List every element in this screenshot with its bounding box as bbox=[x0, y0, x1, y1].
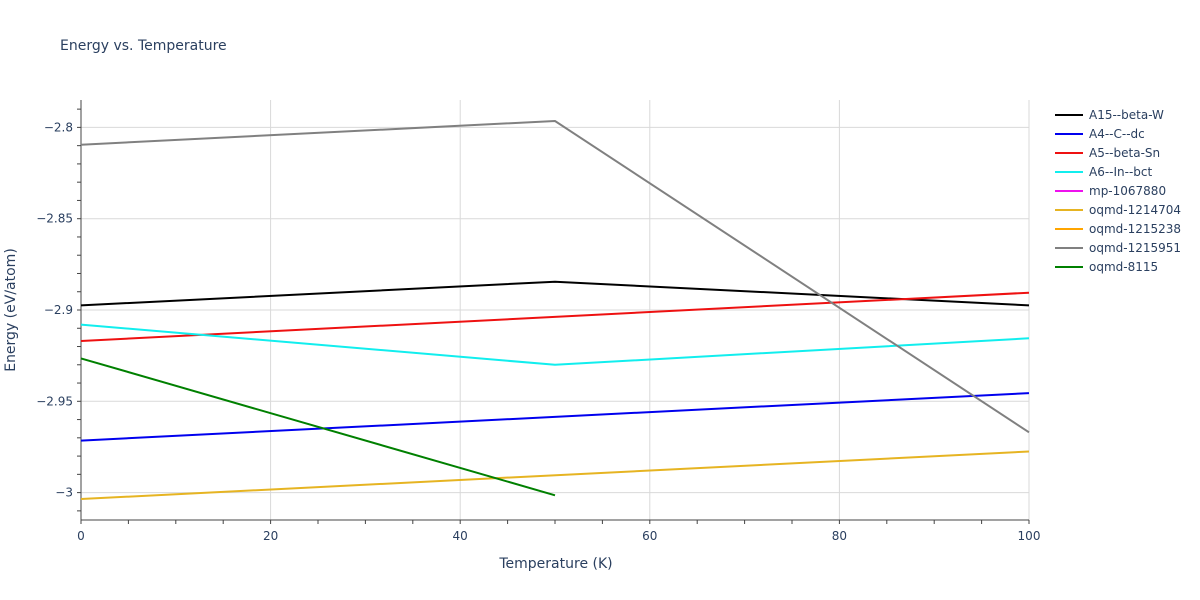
series-line-oqmd-8115[interactable] bbox=[80, 357, 556, 497]
legend-label-oqmd-1214704[interactable]: oqmd-1214704 bbox=[1089, 203, 1181, 217]
axes bbox=[77, 100, 1030, 524]
x-tick-label: 80 bbox=[832, 529, 847, 543]
legend-label-a15-beta-w[interactable]: A15--beta-W bbox=[1089, 108, 1164, 122]
y-tick-label: −2.9 bbox=[44, 303, 73, 317]
y-tick-label: −3 bbox=[55, 486, 73, 500]
chart-title: Energy vs. Temperature bbox=[60, 38, 227, 54]
x-tick-label: 20 bbox=[263, 529, 278, 543]
y-tick-label: −2.85 bbox=[36, 212, 73, 226]
series-line-oqmd-1215951[interactable] bbox=[80, 120, 1030, 434]
x-tick-label: 0 bbox=[77, 529, 85, 543]
y-axis-title: Energy (eV/atom) bbox=[3, 248, 19, 372]
series-line-a6-in-bct[interactable] bbox=[80, 323, 1030, 366]
legend-label-a4-c-dc[interactable]: A4--C--dc bbox=[1089, 127, 1145, 141]
series-line-a15-beta-w[interactable] bbox=[80, 280, 1030, 307]
x-tick-label: 40 bbox=[453, 529, 468, 543]
y-tick-label: −2.8 bbox=[44, 120, 73, 134]
x-tick-label: 100 bbox=[1018, 529, 1041, 543]
series-line-oqmd-1214704[interactable] bbox=[80, 450, 1030, 500]
legend-label-a5-beta-sn[interactable]: A5--beta-Sn bbox=[1089, 146, 1160, 160]
y-tick-label: −2.95 bbox=[36, 394, 73, 408]
legend-label-a6-in-bct[interactable]: A6--In--bct bbox=[1089, 165, 1153, 179]
legend-label-mp-1067880[interactable]: mp-1067880 bbox=[1089, 184, 1166, 198]
legend-label-oqmd-1215951[interactable]: oqmd-1215951 bbox=[1089, 241, 1181, 255]
tick-labels: 0 20 40 60 80 100 −3 −2.95 −2.9 −2.85 −2.8 bbox=[36, 120, 1040, 543]
grid bbox=[81, 100, 1030, 520]
plot-area bbox=[80, 120, 1030, 500]
x-tick-label: 60 bbox=[642, 529, 657, 543]
series-line-a5-beta-sn[interactable] bbox=[80, 291, 1030, 342]
x-axis-title: Temperature (K) bbox=[498, 556, 612, 572]
series-line-a4-c-dc[interactable] bbox=[80, 392, 1030, 442]
legend[interactable]: A15--beta-W A4--C--dc A5--beta-Sn A6--In--b… bbox=[1055, 108, 1181, 274]
legend-label-oqmd-8115[interactable]: oqmd-8115 bbox=[1089, 260, 1158, 274]
legend-label-oqmd-1215238[interactable]: oqmd-1215238 bbox=[1089, 222, 1181, 236]
